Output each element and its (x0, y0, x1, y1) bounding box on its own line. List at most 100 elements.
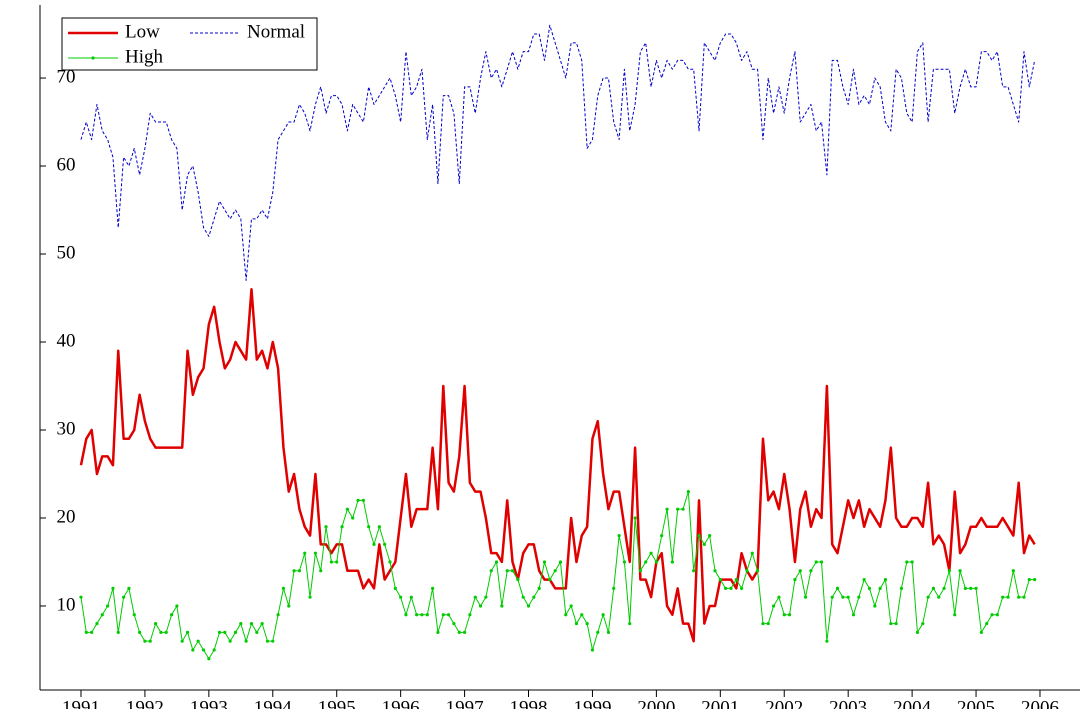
point (281, 586, 286, 590)
point (335, 560, 339, 564)
point (633, 516, 637, 520)
point (921, 621, 925, 626)
point (782, 613, 786, 617)
point (548, 577, 552, 582)
point (830, 595, 834, 599)
point (1006, 595, 1010, 599)
point (446, 613, 451, 617)
series-line (80, 491, 1035, 660)
point (153, 621, 158, 626)
point (510, 569, 515, 573)
point (660, 533, 664, 538)
point (313, 551, 318, 555)
point (169, 613, 174, 617)
point (915, 630, 920, 634)
legend-label: High (125, 46, 164, 67)
point (601, 613, 605, 617)
point (329, 560, 334, 564)
plot-area (79, 24, 1037, 661)
point (612, 586, 616, 590)
point (297, 569, 302, 573)
point (734, 577, 738, 582)
point (926, 595, 930, 599)
point (287, 604, 291, 608)
x-tick-label: 2003 (829, 697, 867, 709)
point (1022, 595, 1026, 599)
point (372, 542, 376, 546)
point (1017, 595, 1021, 599)
point (985, 621, 989, 626)
point (937, 595, 941, 599)
point (468, 613, 472, 617)
point (484, 595, 488, 599)
point (580, 613, 584, 617)
point (308, 595, 312, 599)
point (415, 613, 419, 617)
point (819, 560, 824, 564)
x-tick-label: 1996 (382, 697, 420, 709)
point (393, 586, 397, 590)
point (740, 586, 744, 590)
point (1033, 577, 1037, 582)
point (100, 613, 104, 617)
point (185, 630, 190, 634)
point (644, 560, 648, 564)
point (969, 586, 973, 590)
point (494, 560, 499, 564)
point (233, 630, 238, 634)
point (798, 569, 802, 573)
y-tick-label: 50 (57, 242, 76, 263)
point (745, 569, 749, 573)
point (857, 595, 861, 599)
point (894, 621, 898, 626)
point (356, 498, 360, 502)
point (777, 595, 781, 599)
point (1001, 595, 1005, 599)
point (697, 533, 701, 538)
legend: Low High Normal (61, 17, 318, 71)
legend-box (61, 17, 318, 71)
point (910, 560, 914, 564)
point (228, 639, 232, 643)
point (111, 586, 115, 590)
point (995, 613, 999, 617)
point (814, 560, 818, 564)
point (889, 621, 893, 626)
point (771, 604, 776, 608)
x-tick-label: 1998 (510, 697, 548, 709)
point (191, 648, 195, 652)
point (761, 621, 765, 626)
point (521, 595, 525, 599)
y-tick-label: 30 (57, 418, 76, 439)
point (702, 542, 706, 546)
point (676, 507, 680, 511)
y-tick-label: 40 (57, 330, 76, 351)
y-tick-label: 10 (57, 594, 76, 615)
point (409, 595, 413, 599)
x-tick-label: 2005 (957, 697, 995, 709)
point (303, 551, 307, 555)
point (196, 639, 200, 643)
point (292, 569, 296, 573)
point (143, 639, 147, 643)
point (665, 507, 669, 511)
point (180, 639, 184, 643)
point (79, 595, 83, 599)
point (883, 577, 888, 582)
point (974, 586, 978, 590)
point (441, 613, 445, 617)
point (132, 613, 136, 617)
point (750, 551, 754, 555)
point (404, 613, 408, 617)
point (724, 586, 728, 590)
point (606, 630, 611, 634)
point (95, 621, 99, 626)
point (255, 630, 259, 634)
point (873, 604, 877, 608)
point (223, 630, 227, 634)
point (851, 613, 856, 617)
point (388, 560, 392, 564)
point (942, 586, 946, 590)
point (201, 648, 206, 652)
